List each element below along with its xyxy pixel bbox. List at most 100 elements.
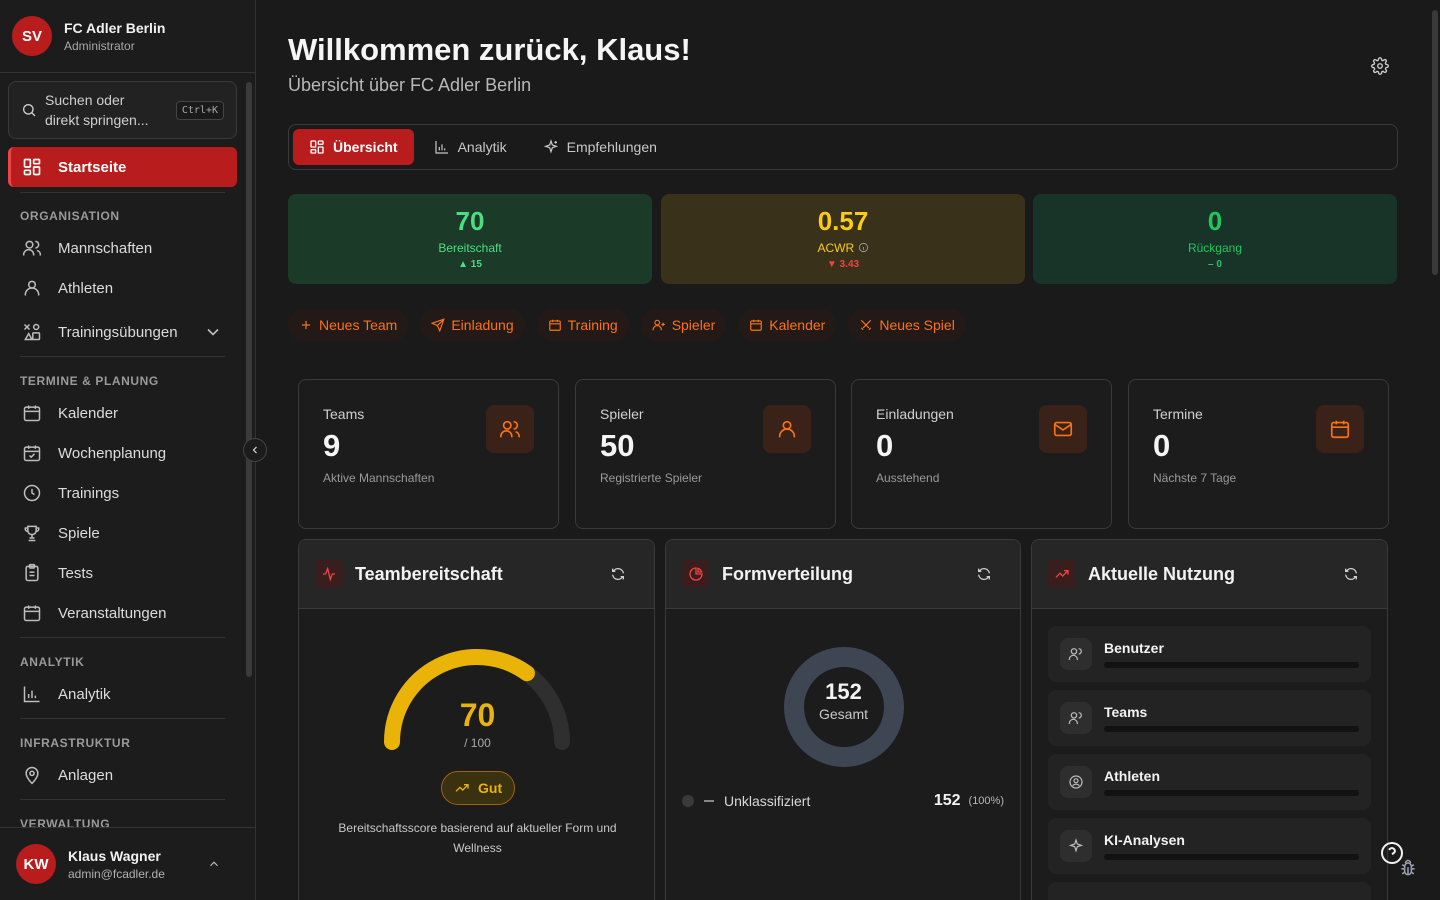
calendar-icon bbox=[1330, 420, 1350, 439]
calendar-check-icon bbox=[23, 445, 41, 462]
usage-label: Athleten bbox=[1104, 768, 1160, 784]
usage-bar bbox=[1104, 662, 1359, 668]
org-switcher[interactable]: SV FC Adler Berlin Administrator bbox=[0, 0, 255, 73]
collapse-sidebar-button[interactable] bbox=[243, 438, 267, 462]
button-label: Neues Spiel bbox=[879, 317, 955, 333]
sidebar-item-label: Veranstaltungen bbox=[58, 604, 167, 622]
gauge-description: Bereitschaftsscore basierend auf aktuell… bbox=[338, 821, 617, 855]
sidebar-item-tests[interactable]: Tests bbox=[8, 553, 237, 593]
tab-bar: Übersicht Analytik Empfehlungen bbox=[288, 124, 1398, 170]
org-avatar: SV bbox=[12, 16, 52, 56]
sidebar-item-label: Trainings bbox=[58, 484, 120, 502]
player-button[interactable]: Spieler bbox=[640, 309, 727, 341]
sidebar-item-calendar[interactable]: Kalender bbox=[8, 393, 237, 433]
sidebar-item-weekly[interactable]: Wochenplanung bbox=[8, 433, 237, 473]
gauge-max: / 100 bbox=[464, 736, 491, 750]
activity-icon bbox=[323, 566, 335, 582]
stat-title: Einladungen bbox=[876, 406, 954, 422]
stat-title: Termine bbox=[1153, 406, 1203, 422]
gear-icon[interactable] bbox=[1371, 57, 1389, 75]
usage-row-athletes: Athleten bbox=[1048, 754, 1371, 810]
stat-title: Spieler bbox=[600, 406, 644, 422]
sidebar-item-events[interactable]: Veranstaltungen bbox=[8, 593, 237, 633]
refresh-icon[interactable] bbox=[1343, 566, 1359, 582]
tab-analytics[interactable]: Analytik bbox=[418, 129, 523, 165]
tab-overview[interactable]: Übersicht bbox=[293, 129, 414, 165]
trophy-icon bbox=[24, 525, 40, 542]
stat-card-teams[interactable]: Teams 9 Aktive Mannschaften bbox=[298, 379, 559, 529]
card-title: Formverteilung bbox=[722, 563, 854, 584]
sidebar-item-games[interactable]: Spiele bbox=[8, 513, 237, 553]
plus-icon bbox=[301, 320, 311, 330]
sidebar-item-facilities[interactable]: Anlagen bbox=[8, 755, 237, 795]
org-name: FC Adler Berlin bbox=[64, 19, 166, 36]
readiness-card: Teambereitschaft 70 / 100 Gut Bereitscha… bbox=[298, 539, 655, 900]
usage-label: Benutzer bbox=[1104, 640, 1164, 656]
stat-card-appointments[interactable]: Termine 0 Nächste 7 Tage bbox=[1128, 379, 1389, 529]
main-content: Willkommen zurück, Klaus! Übersicht über… bbox=[256, 0, 1440, 900]
mail-icon bbox=[1053, 421, 1073, 437]
gauge-value: 70 bbox=[459, 697, 496, 733]
usage-row-teams: Teams bbox=[1048, 690, 1371, 746]
button-label: Kalender bbox=[769, 317, 826, 333]
stat-card-invitations[interactable]: Einladungen 0 Ausstehend bbox=[851, 379, 1112, 529]
section-organisation: ORGANISATION bbox=[20, 209, 120, 223]
sidebar-item-teams[interactable]: Mannschaften bbox=[8, 228, 237, 268]
kpi-label: Rückgang bbox=[1187, 241, 1243, 255]
legend-dot bbox=[682, 795, 694, 807]
search-placeholder: Suchen oder direkt springen... bbox=[45, 92, 149, 128]
bar-chart-icon bbox=[23, 686, 40, 703]
bug-icon[interactable] bbox=[1398, 858, 1418, 878]
sidebar-item-analytics[interactable]: Analytik bbox=[8, 674, 237, 714]
sidebar-item-athletes[interactable]: Athleten bbox=[8, 268, 237, 308]
kpi-acwr[interactable]: 0.57 ACWR ▼ 3.43 bbox=[661, 194, 1025, 284]
donut-slice bbox=[784, 647, 904, 767]
user-icon bbox=[24, 280, 40, 296]
sidebar-item-trainings[interactable]: Trainings bbox=[8, 473, 237, 513]
status-badge: Gut bbox=[441, 771, 516, 805]
new-game-button[interactable]: Neues Spiel bbox=[848, 309, 966, 341]
help-icon[interactable] bbox=[1380, 841, 1404, 865]
kpi-readiness[interactable]: 70 Bereitschaft ▲ 15 bbox=[288, 194, 652, 284]
shapes-icon bbox=[23, 323, 41, 341]
kpi-label-row: ACWR bbox=[661, 241, 1025, 255]
info-icon[interactable] bbox=[858, 242, 869, 253]
divider bbox=[20, 799, 225, 800]
page-subtitle: Übersicht über FC Adler Berlin bbox=[288, 75, 532, 95]
sidebar-item-home[interactable]: Startseite bbox=[8, 147, 237, 187]
invitation-button[interactable]: Einladung bbox=[420, 309, 525, 341]
usage-card: Aktuelle Nutzung Benutzer Teams Athleten… bbox=[1031, 539, 1388, 900]
bar-chart-icon bbox=[434, 141, 448, 154]
usage-bar bbox=[1104, 790, 1359, 796]
calendar-button[interactable]: Kalender bbox=[738, 309, 837, 341]
stat-value: 0 bbox=[1153, 428, 1171, 463]
main-scrollbar[interactable] bbox=[1432, 10, 1438, 275]
search-input[interactable]: Suchen oder direkt springen... Ctrl+K bbox=[8, 81, 237, 139]
training-button[interactable]: Training bbox=[536, 309, 629, 341]
kpi-delta: ▼ 3.43 bbox=[826, 259, 860, 270]
stat-card-players[interactable]: Spieler 50 Registrierte Spieler bbox=[575, 379, 836, 529]
quick-actions: Neues Team Einladung Training Spieler Ka… bbox=[288, 309, 978, 341]
kpi-decline[interactable]: 0 Rückgang – 0 bbox=[1033, 194, 1397, 284]
button-label: Einladung bbox=[451, 317, 514, 333]
org-role: Administrator bbox=[64, 38, 135, 53]
calendar-icon bbox=[750, 319, 763, 331]
tab-recommendations[interactable]: Empfehlungen bbox=[527, 129, 673, 165]
refresh-icon[interactable] bbox=[976, 566, 992, 582]
page-title: Willkommen zurück, Klaus! bbox=[288, 32, 691, 67]
swords-icon bbox=[861, 319, 872, 331]
new-team-button[interactable]: Neues Team bbox=[288, 309, 409, 341]
legend-name: Unklassifiziert bbox=[724, 793, 811, 809]
user-menu[interactable]: KW Klaus Wagner admin@fcadler.de bbox=[0, 827, 255, 900]
legend-percent: (100%) bbox=[968, 795, 1004, 807]
refresh-icon[interactable] bbox=[610, 566, 626, 582]
trending-up-icon bbox=[1055, 570, 1069, 578]
sidebar-scrollbar[interactable] bbox=[246, 82, 252, 677]
sidebar-item-exercises[interactable]: Trainingsübungen bbox=[8, 312, 237, 352]
usage-row-users: Benutzer bbox=[1048, 626, 1371, 682]
readiness-gauge bbox=[384, 649, 570, 750]
stat-value: 50 bbox=[600, 428, 635, 463]
tab-label: Empfehlungen bbox=[566, 139, 657, 155]
section-planning: TERMINE & PLANUNG bbox=[20, 374, 159, 388]
map-pin-icon bbox=[25, 766, 39, 785]
